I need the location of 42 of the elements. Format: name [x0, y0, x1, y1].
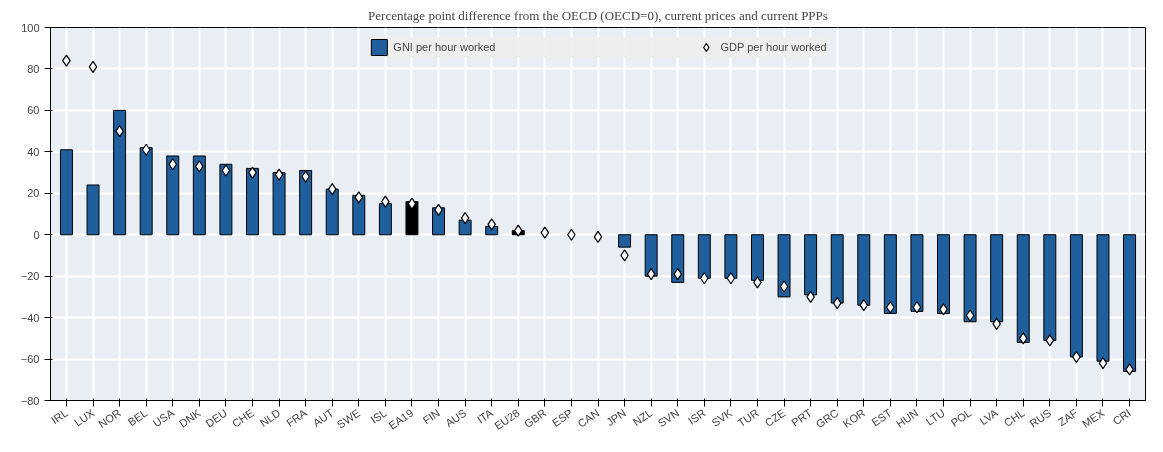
x-tick-label: POL	[948, 406, 974, 429]
x-tick-label: JPN	[604, 406, 628, 429]
x-tick-label: ZAF	[1055, 406, 1080, 429]
legend-label: GNI per hour worked	[393, 41, 496, 53]
y-tick-label: 20	[27, 187, 40, 200]
x-tick-label: EST	[869, 406, 894, 429]
x-tick-label: SVK	[709, 406, 735, 429]
y-tick-label: −20	[20, 270, 40, 283]
y-tick-label: −80	[20, 394, 40, 407]
chart-title: Percentage point difference from the OECD (OECD=0), current prices and current PPPs	[368, 7, 828, 23]
x-tick-label: GRC	[813, 406, 841, 431]
x-tick-label: LUX	[71, 406, 97, 429]
x-tick-label: CHL	[1001, 406, 1027, 429]
x-tick-label: FIN	[420, 406, 442, 427]
y-tick-label: 80	[27, 62, 40, 75]
y-tick-label: −60	[20, 353, 40, 366]
legend-label: GDP per hour worked	[720, 41, 827, 53]
x-tick-label: FRA	[284, 406, 310, 429]
y-tick-label: 60	[27, 104, 40, 117]
x-tick-label: ESP	[549, 406, 575, 429]
x-tick-label: IRL	[48, 406, 70, 427]
x-tick-label: ISR	[685, 406, 708, 427]
x-tick-label: LTU	[923, 406, 947, 428]
x-tick-label: CRI	[1110, 406, 1133, 428]
x-tick-label: CZE	[762, 406, 788, 429]
x-tick-label: CAN	[575, 406, 602, 430]
x-tick-label: CHE	[229, 406, 256, 430]
x-tick-label: BEL	[125, 406, 150, 429]
x-tick-label: NZL	[630, 406, 655, 429]
y-tick-label: 100	[21, 21, 40, 34]
y-tick-label: 0	[33, 228, 40, 241]
x-tick-label: AUS	[443, 406, 469, 430]
y-tick-label: 40	[27, 145, 40, 158]
x-tick-label: TUR	[735, 406, 761, 430]
x-tick-label: GBR	[521, 406, 549, 430]
x-tick-label: ISL	[368, 406, 389, 426]
x-tick-label: LVA	[977, 406, 1001, 428]
x-tick-label: AUT	[310, 406, 336, 429]
x-tick-label: NLD	[257, 406, 283, 429]
y-tick-label: −40	[20, 311, 40, 324]
x-tick-label: SVN	[655, 406, 682, 430]
x-tick-label: USA	[150, 406, 177, 430]
